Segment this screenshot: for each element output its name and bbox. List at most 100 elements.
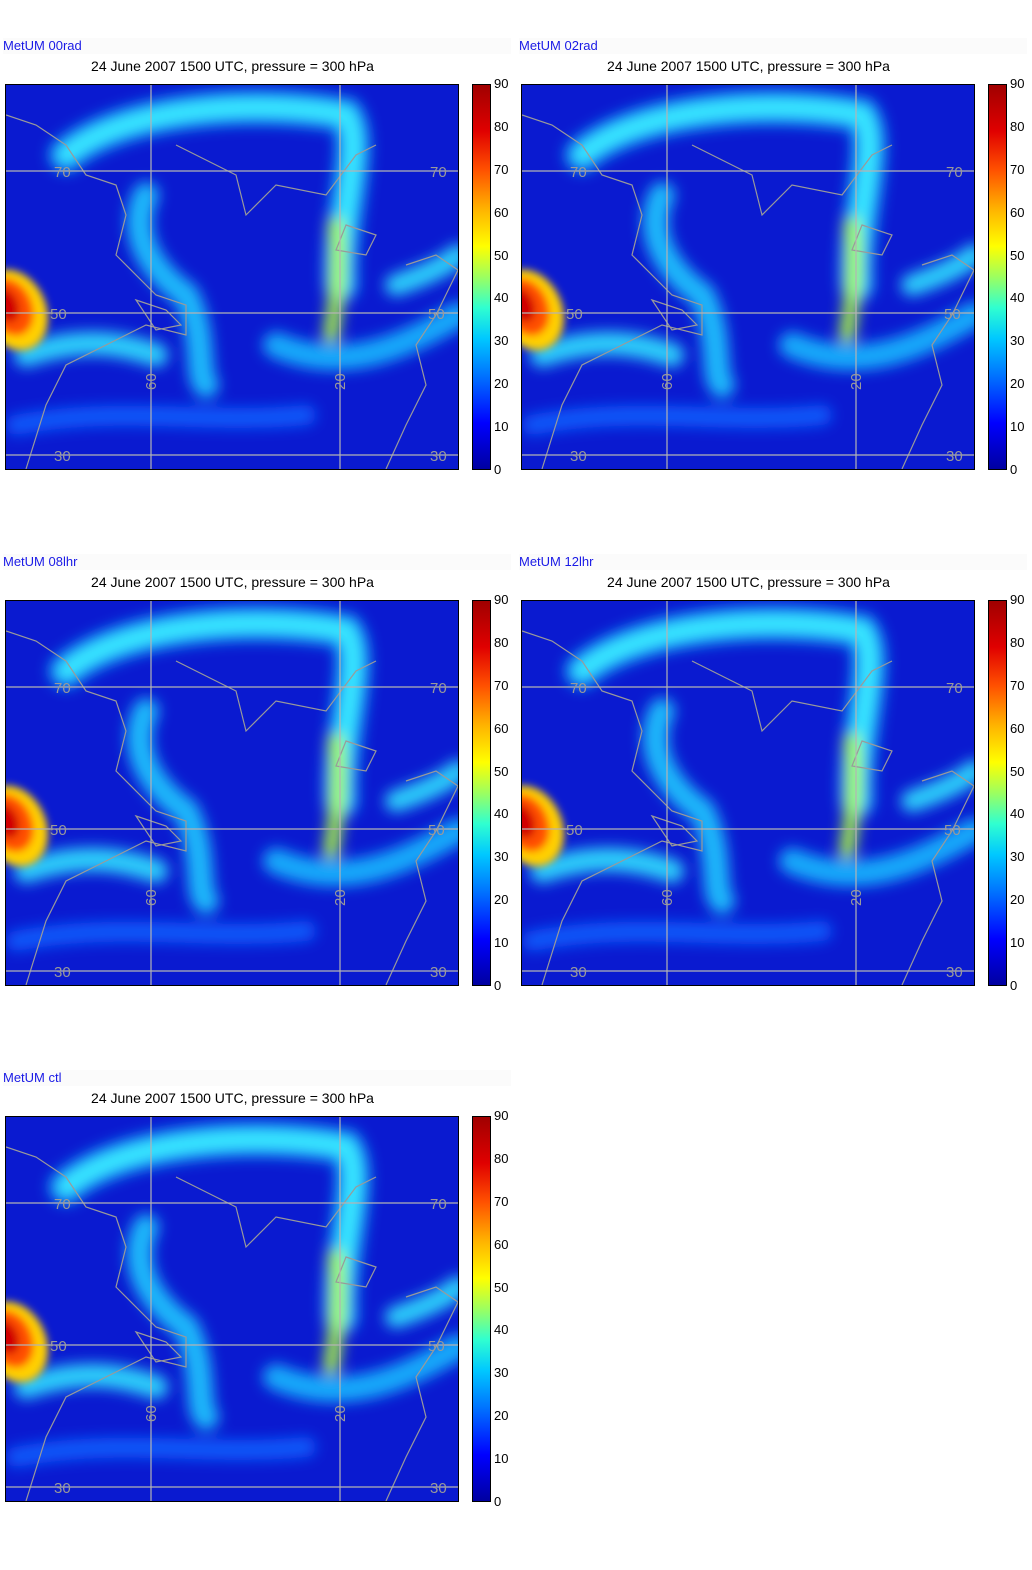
- lon-label: 60: [143, 889, 160, 906]
- colorbar-tick: 70: [494, 677, 509, 693]
- lon-label: 20: [848, 889, 865, 906]
- lat-label: 30: [946, 448, 963, 465]
- map-canvas: 70 70 50 50 30 30 60 20: [6, 1117, 458, 1501]
- lat-label: 70: [430, 1196, 447, 1213]
- colorbar-tick: 80: [494, 118, 509, 134]
- lon-label: 20: [332, 373, 349, 390]
- jet-stream-field: [522, 90, 974, 435]
- colorbar-tick: 80: [494, 634, 509, 650]
- panel-title: 24 June 2007 1500 UTC, pressure = 300 hP…: [91, 1090, 374, 1106]
- lat-label: 30: [54, 448, 71, 465]
- lat-label: 30: [570, 964, 587, 981]
- lat-label: 50: [944, 822, 961, 839]
- lat-label: 70: [54, 1196, 71, 1213]
- colorbar-tick: 40: [494, 1322, 509, 1338]
- colorbar-tick: 40: [1010, 290, 1025, 306]
- colorbar-tick: 60: [494, 1236, 509, 1252]
- panel-ctl: MetUM ctl 24 June 2007 1500 UTC, pressure…: [0, 1070, 516, 1570]
- colorbar-tick: 80: [494, 1150, 509, 1166]
- lon-label: 20: [848, 373, 865, 390]
- colorbar-tick: 10: [1010, 935, 1025, 951]
- lon-label: 60: [143, 373, 160, 390]
- panel-label: MetUM 08lhr: [3, 554, 511, 570]
- lat-label: 30: [430, 448, 447, 465]
- colorbar-tick: 0: [494, 462, 502, 477]
- colorbar-tick: 50: [494, 1279, 509, 1295]
- colorbar: [988, 84, 1007, 470]
- colorbar-tick: 50: [494, 763, 509, 779]
- jet-stream-field: [6, 606, 458, 951]
- colorbar-tick: 80: [1010, 118, 1025, 134]
- colorbar-tick: 30: [1010, 333, 1025, 349]
- colorbar-tick: 0: [1010, 462, 1018, 477]
- panel-title: 24 June 2007 1500 UTC, pressure = 300 hP…: [91, 574, 374, 590]
- lat-label: 70: [946, 680, 963, 697]
- lat-label: 50: [428, 306, 445, 323]
- colorbar-tick: 20: [1010, 892, 1025, 908]
- graticule: [522, 85, 974, 469]
- lat-label: 50: [50, 306, 67, 323]
- lat-label: 50: [428, 1338, 445, 1355]
- jet-stream-field: [522, 606, 974, 951]
- colorbar-tick: 70: [1010, 161, 1025, 177]
- lat-label: 30: [54, 964, 71, 981]
- lat-label: 50: [944, 306, 961, 323]
- colorbar-tick: 90: [494, 1108, 509, 1123]
- lon-label: 20: [332, 1405, 349, 1422]
- wind-speed-map: 70 70 50 50 30 30 60 20: [521, 84, 975, 470]
- colorbar-tick: 80: [1010, 634, 1025, 650]
- lat-label: 70: [570, 680, 587, 697]
- lon-label: 60: [659, 373, 676, 390]
- colorbar-tick: 70: [494, 161, 509, 177]
- coastlines: [6, 1146, 458, 1501]
- coastlines: [6, 114, 458, 469]
- lat-label: 70: [570, 164, 587, 181]
- colorbar-tick: 10: [494, 419, 509, 435]
- wind-speed-map: 70 70 50 50 30 30 60 20: [5, 1116, 459, 1502]
- lon-label: 60: [143, 1405, 160, 1422]
- colorbar-tick: 50: [1010, 763, 1025, 779]
- lat-label: 30: [430, 964, 447, 981]
- panel-label: MetUM 02rad: [519, 38, 1027, 54]
- jet-stream-field: [6, 1122, 458, 1467]
- colorbar-tick: 90: [1010, 592, 1025, 607]
- colorbar-tick: 30: [494, 849, 509, 865]
- panel-02rad: MetUM 02rad 24 June 2007 1500 UTC, pressu…: [516, 38, 1032, 538]
- colorbar-tick: 40: [494, 290, 509, 306]
- colorbar-tick: 60: [494, 720, 509, 736]
- panel-00rad: MetUM 00rad 24 June 2007 1500 UTC, pressu…: [0, 38, 516, 538]
- graticule: [6, 1117, 458, 1501]
- lon-label: 20: [332, 889, 349, 906]
- colorbar-tick: 60: [494, 204, 509, 220]
- panel-label: MetUM 00rad: [3, 38, 511, 54]
- colorbar-tick: 10: [1010, 419, 1025, 435]
- graticule: [6, 85, 458, 469]
- lat-label: 70: [430, 164, 447, 181]
- lat-label: 70: [54, 164, 71, 181]
- colorbar-tick: 20: [1010, 376, 1025, 392]
- lat-label: 70: [946, 164, 963, 181]
- lat-label: 50: [428, 822, 445, 839]
- graticule: [6, 601, 458, 985]
- colorbar: [472, 600, 491, 986]
- lat-label: 50: [50, 822, 67, 839]
- panel-12lhr: MetUM 12lhr 24 June 2007 1500 UTC, pressu…: [516, 554, 1032, 1054]
- map-canvas: 70 70 50 50 30 30 60 20: [522, 601, 974, 985]
- panel-label: MetUM ctl: [3, 1070, 511, 1086]
- colorbar-tick: 10: [494, 1451, 509, 1467]
- lat-label: 50: [566, 306, 583, 323]
- colorbar-tick: 90: [1010, 76, 1025, 91]
- panel-label: MetUM 12lhr: [519, 554, 1027, 570]
- map-canvas: 70 70 50 50 30 30 60 20: [6, 601, 458, 985]
- panel-title: 24 June 2007 1500 UTC, pressure = 300 hP…: [91, 58, 374, 74]
- colorbar-tick: 60: [1010, 720, 1025, 736]
- colorbar-tick: 20: [494, 892, 509, 908]
- panel-08lhr: MetUM 08lhr 24 June 2007 1500 UTC, pressu…: [0, 554, 516, 1054]
- wind-speed-map: 70 70 50 50 30 30 60 20: [5, 84, 459, 470]
- colorbar-tick: 30: [1010, 849, 1025, 865]
- panel-title: 24 June 2007 1500 UTC, pressure = 300 hP…: [607, 574, 890, 590]
- wind-speed-map: 70 70 50 50 30 30 60 20: [5, 600, 459, 986]
- colorbar-tick: 70: [1010, 677, 1025, 693]
- lat-label: 30: [430, 1480, 447, 1497]
- colorbar-tick: 40: [494, 806, 509, 822]
